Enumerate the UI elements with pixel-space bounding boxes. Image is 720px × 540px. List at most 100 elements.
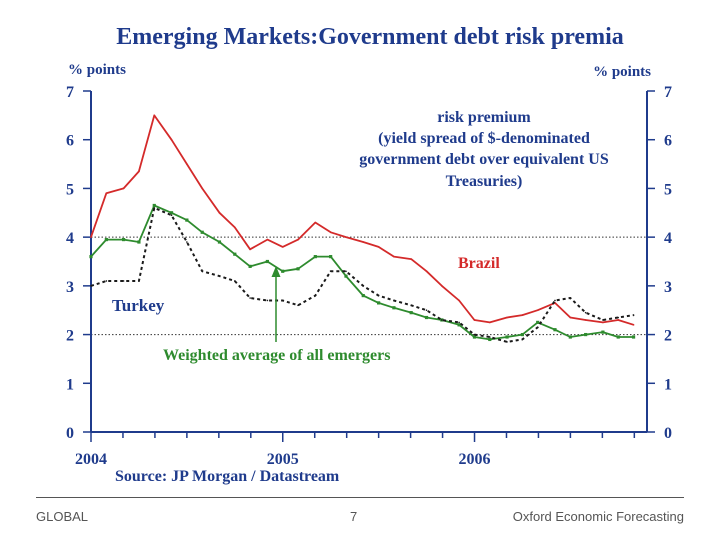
weighted-average-arrow	[271, 266, 281, 342]
data-point	[632, 314, 635, 316]
data-point	[376, 301, 381, 305]
data-point	[488, 336, 491, 338]
data-point	[218, 211, 221, 214]
data-point	[584, 332, 588, 337]
data-point	[122, 187, 125, 190]
data-point	[584, 311, 587, 314]
data-point	[200, 230, 204, 234]
data-point	[410, 258, 412, 260]
right-y-tick-labels: 0 1 2 3 4 5 6 7	[664, 84, 672, 442]
data-point	[296, 267, 300, 271]
left-y-tick-label: 6	[66, 133, 74, 150]
data-point	[473, 319, 476, 321]
data-point	[90, 285, 92, 287]
data-point	[249, 248, 251, 251]
footer-left-label: GLOBAL	[36, 509, 89, 524]
data-point	[122, 280, 125, 282]
x-tick-label: 2005	[267, 451, 299, 468]
footer-rule	[36, 497, 684, 498]
data-point	[602, 321, 604, 324]
right-y-tick-label: 5	[664, 181, 672, 198]
data-point	[553, 328, 557, 332]
left-y-tick-label: 5	[66, 181, 74, 198]
data-point	[137, 240, 141, 244]
data-point	[314, 221, 317, 224]
data-point	[424, 315, 429, 320]
data-point	[104, 237, 108, 242]
data-point	[314, 294, 317, 297]
left-y-tick-label: 4	[66, 230, 74, 247]
data-point	[362, 285, 365, 287]
data-point	[457, 323, 461, 327]
annotation-line-2: (yield spread of $-denominated	[378, 130, 590, 147]
left-y-tick-labels: 0 1 2 3 4 5 6 7	[66, 84, 74, 442]
data-point	[536, 326, 539, 329]
data-point	[488, 337, 492, 342]
data-point	[201, 187, 203, 190]
left-y-tick-label: 0	[66, 425, 74, 442]
data-point	[281, 299, 284, 302]
data-point	[441, 319, 443, 321]
right-y-tick-label: 4	[664, 230, 672, 247]
data-point	[521, 314, 524, 316]
data-point	[265, 259, 269, 264]
data-point	[90, 236, 92, 238]
data-point	[521, 338, 524, 341]
data-point	[616, 335, 620, 339]
right-y-tick-label: 6	[664, 133, 672, 150]
data-point	[393, 255, 395, 258]
data-point	[584, 319, 587, 321]
data-point	[425, 309, 428, 312]
data-point	[393, 299, 395, 302]
weighted-average-label: Weighted average of all emergers	[163, 347, 390, 364]
data-point	[266, 238, 269, 241]
data-point	[505, 335, 509, 339]
data-point	[105, 192, 108, 195]
data-point	[506, 316, 508, 319]
data-point	[153, 114, 156, 117]
series-1	[89, 203, 636, 342]
right-axis-unit: % points	[593, 64, 651, 80]
right-y-tick-label: 1	[664, 376, 672, 393]
data-point	[617, 319, 620, 321]
data-point	[632, 324, 635, 326]
annotation-line-1: risk premium	[437, 109, 531, 126]
right-y-tick-label: 2	[664, 328, 672, 345]
data-point	[377, 294, 380, 297]
data-point	[345, 236, 347, 238]
data-point	[281, 246, 284, 248]
data-point	[601, 330, 605, 334]
data-point	[138, 280, 140, 282]
left-y-tick-label: 3	[66, 279, 74, 296]
data-point	[473, 333, 476, 336]
data-point	[138, 170, 140, 173]
data-point	[186, 163, 188, 165]
data-point	[631, 335, 636, 339]
chart-source: Source: JP Morgan / Datastream	[115, 468, 340, 485]
data-point	[233, 280, 236, 282]
left-y-tick-label: 2	[66, 328, 74, 345]
data-point	[313, 255, 317, 259]
data-point	[185, 218, 189, 222]
data-point	[329, 231, 332, 234]
chart-title: Emerging Markets:Government debt risk pr…	[116, 24, 623, 50]
data-point	[201, 270, 203, 273]
data-point	[362, 241, 365, 243]
data-point	[329, 270, 332, 273]
data-point	[536, 320, 540, 324]
data-point	[233, 252, 237, 256]
series-line	[90, 206, 634, 343]
x-tick-label: 2006	[458, 451, 490, 468]
brazil-series-label: Brazil	[458, 255, 500, 272]
data-point	[536, 309, 539, 312]
risk-premia-chart: Emerging Markets:Government debt risk pr…	[66, 24, 672, 485]
data-point	[569, 316, 572, 319]
data-point	[344, 274, 348, 278]
data-point	[297, 304, 299, 307]
series-2	[90, 206, 635, 343]
turkey-series-label: Turkey	[112, 296, 165, 315]
data-point	[281, 269, 285, 273]
series-layer	[89, 114, 636, 343]
right-y-tick-label: 3	[664, 279, 672, 296]
series-0	[90, 114, 635, 326]
